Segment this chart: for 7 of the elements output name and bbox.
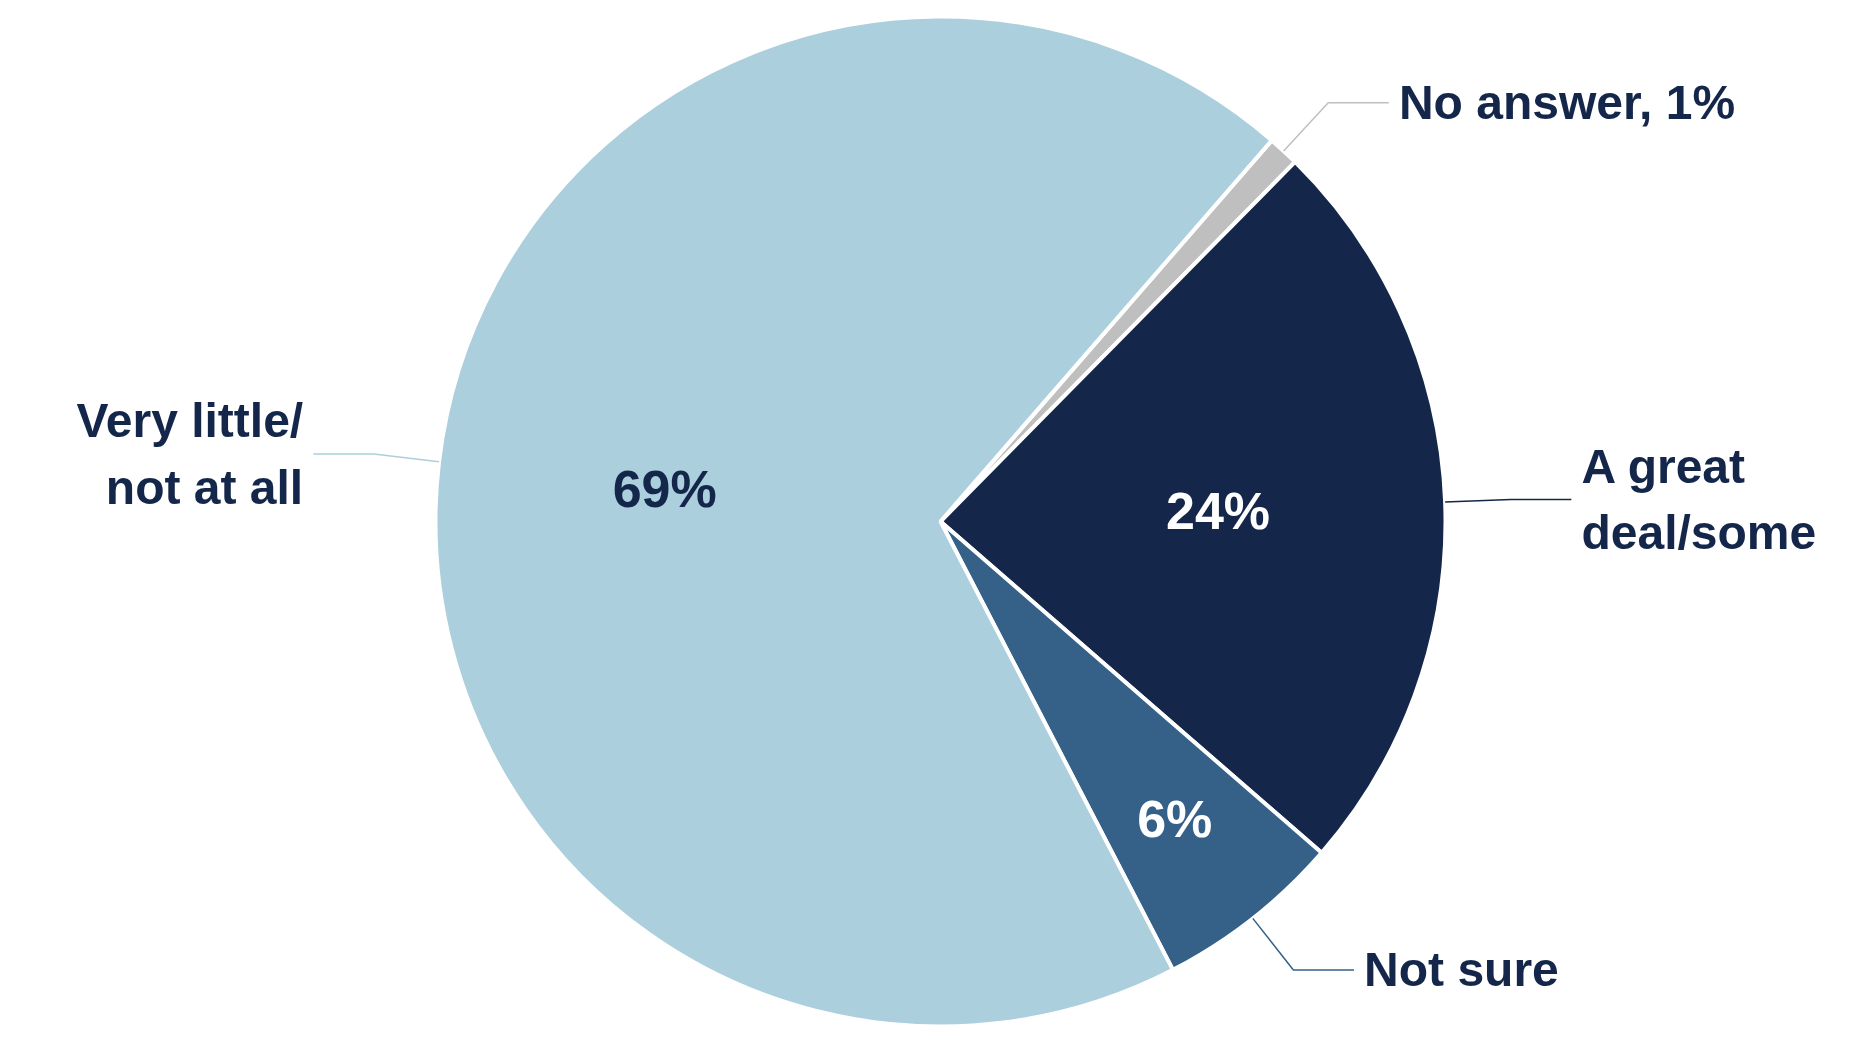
data-label: 6% [1137,790,1213,849]
data-label: 24% [1166,481,1271,540]
slice-label: No answer, 1% [1398,76,1736,130]
slice-label: A great deal/some [1581,439,1817,560]
slice-label: Very little/ not at all [76,394,304,514]
data-label: 69% [612,459,717,518]
slice-label: Not sure [1364,943,1559,997]
